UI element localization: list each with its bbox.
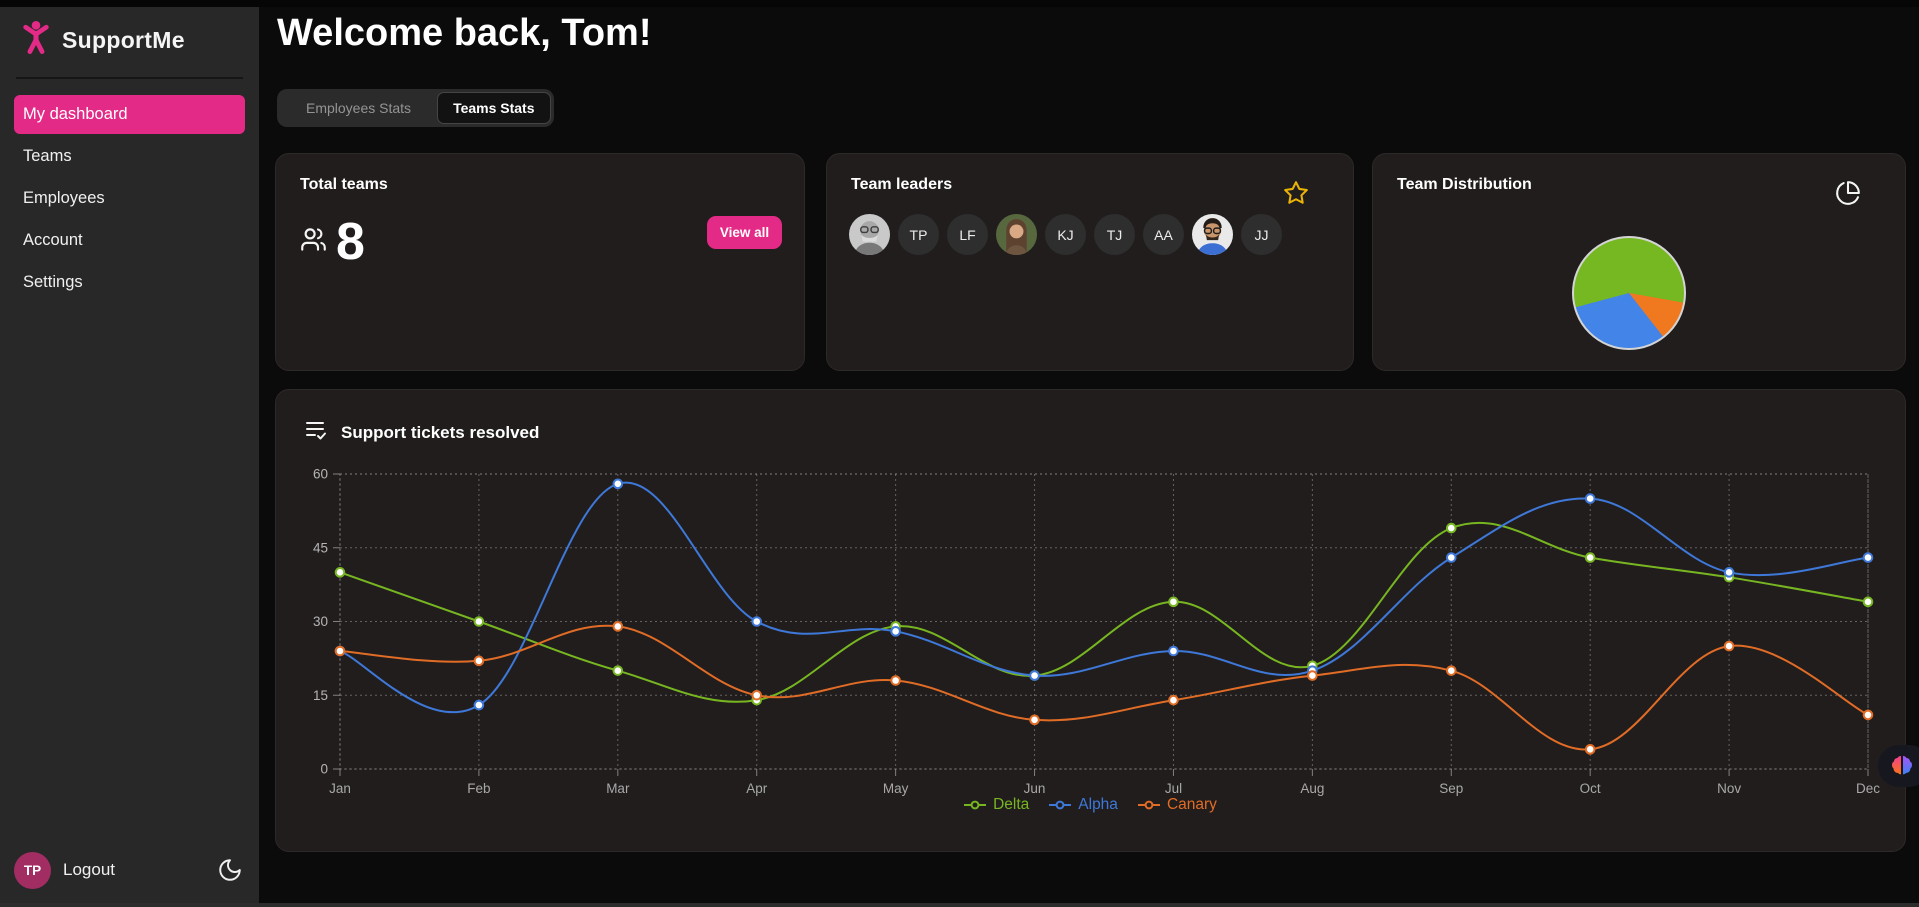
avatar-kj: KJ [1045, 214, 1086, 255]
stats-tabs: Employees Stats Teams Stats [277, 89, 554, 127]
moon-icon[interactable] [217, 857, 243, 883]
svg-text:Jul: Jul [1165, 781, 1182, 796]
legend-marker [1137, 800, 1160, 810]
svg-text:Sep: Sep [1439, 781, 1463, 796]
total-teams-card: Total teams 8 View all [275, 153, 805, 371]
sidebar-item-my-dashboard[interactable]: My dashboard [14, 95, 245, 134]
svg-text:60: 60 [313, 467, 328, 482]
svg-text:15: 15 [313, 688, 328, 703]
horizontal-scrollbar[interactable] [0, 903, 1919, 907]
sidebar-item-teams[interactable]: Teams [23, 147, 72, 165]
avatar-photo-8 [1192, 214, 1233, 255]
svg-text:30: 30 [313, 614, 328, 629]
logout-button[interactable]: Logout [63, 860, 115, 879]
legend-marker [964, 800, 987, 810]
team-distribution-card: Team Distribution [1372, 153, 1906, 371]
team-leaders-title: Team leaders [851, 176, 953, 193]
sidebar-item-employees[interactable]: Employees [23, 189, 105, 207]
chart-title: Support tickets resolved [341, 422, 540, 442]
team-leaders-card: Team leaders TP LF KJ TJ AA JJ [826, 153, 1354, 371]
avatar-lf: LF [947, 214, 988, 255]
total-teams-value: 8 [336, 213, 365, 271]
user-avatar[interactable]: TP [14, 851, 51, 889]
sidebar-footer: TP Logout [14, 851, 243, 889]
team-leader-avatars: TP LF KJ TJ AA JJ [849, 214, 1282, 255]
avatar-photo-1 [849, 214, 890, 255]
sidebar-nav: My dashboard Teams Employees Account Setting… [14, 95, 245, 305]
svg-text:Mar: Mar [606, 781, 630, 796]
sidebar-divider [16, 77, 243, 79]
tab-teams-stats[interactable]: Teams Stats [437, 92, 551, 124]
star-icon[interactable] [1283, 180, 1309, 206]
window-top-edge [0, 0, 1919, 7]
assistant-fab[interactable] [1878, 745, 1919, 787]
accessibility-person-icon [20, 19, 52, 62]
svg-text:Jun: Jun [1024, 781, 1046, 796]
avatar-tp: TP [898, 214, 939, 255]
legend-alpha[interactable]: Alpha [1049, 796, 1118, 814]
svg-text:45: 45 [313, 540, 328, 555]
avatar-aa: AA [1143, 214, 1184, 255]
svg-text:Nov: Nov [1717, 781, 1741, 796]
legend-canary[interactable]: Canary [1137, 796, 1217, 814]
avatar-jj: JJ [1241, 214, 1282, 255]
app-logo: SupportMe [20, 19, 185, 62]
svg-text:0: 0 [320, 762, 328, 777]
svg-text:Aug: Aug [1300, 781, 1324, 796]
svg-text:May: May [883, 781, 909, 796]
avatar-tj: TJ [1094, 214, 1135, 255]
support-tickets-line-chart: 0 15 30 45 60 Jan Feb Mar Apr May Jun Jul Aug Sep Oct N… [313, 467, 1880, 797]
sidebar-item-settings[interactable]: Settings [23, 273, 83, 291]
list-checks-icon [304, 418, 328, 447]
team-distribution-title: Team Distribution [1397, 176, 1532, 193]
avatar-photo-4 [996, 214, 1037, 255]
chart-legend: Delta Alpha Canary [276, 796, 1905, 814]
svg-text:Dec: Dec [1856, 781, 1880, 796]
tab-employees-stats[interactable]: Employees Stats [306, 100, 412, 116]
svg-text:Feb: Feb [467, 781, 490, 796]
brain-icon [1892, 756, 1912, 775]
sidebar-item-account[interactable]: Account [23, 231, 83, 249]
page-title: Welcome back, Tom! [277, 12, 652, 54]
users-icon [300, 226, 327, 258]
svg-text:Oct: Oct [1580, 781, 1601, 796]
support-tickets-card: Support tickets resolved 0 15 30 45 60 Jan Feb… [275, 389, 1906, 852]
legend-marker [1049, 800, 1072, 810]
pie-chart-icon [1835, 180, 1861, 206]
svg-text:Jan: Jan [329, 781, 351, 796]
total-teams-title: Total teams [300, 176, 388, 193]
app-name: SupportMe [62, 27, 185, 53]
legend-delta[interactable]: Delta [964, 796, 1029, 814]
team-distribution-pie [1572, 236, 1686, 350]
svg-text:Apr: Apr [746, 781, 768, 796]
sidebar: SupportMe My dashboard Teams Employees Acco… [0, 7, 259, 903]
view-all-button[interactable]: View all [707, 216, 782, 249]
